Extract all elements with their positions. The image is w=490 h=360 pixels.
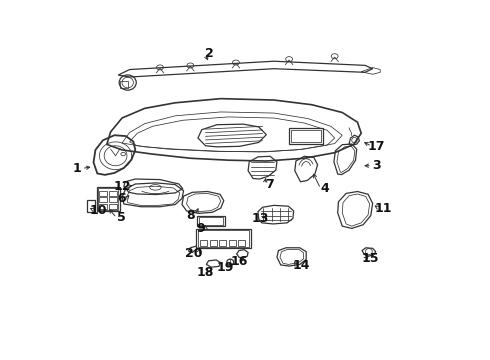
- Bar: [99, 191, 107, 195]
- Text: 10: 10: [90, 203, 107, 217]
- Bar: [109, 191, 117, 195]
- Text: 4: 4: [321, 182, 330, 195]
- Text: 12: 12: [114, 180, 131, 193]
- Text: 6: 6: [117, 193, 125, 206]
- Text: 9: 9: [196, 222, 205, 235]
- Text: 2: 2: [205, 47, 214, 60]
- Bar: [120, 81, 128, 87]
- Bar: [289, 128, 323, 144]
- Bar: [229, 240, 236, 246]
- Text: 14: 14: [293, 259, 310, 272]
- Bar: [98, 188, 118, 210]
- Text: 1: 1: [73, 162, 81, 175]
- Bar: [200, 240, 207, 246]
- Text: 7: 7: [265, 178, 274, 191]
- Bar: [196, 229, 251, 248]
- Text: 15: 15: [362, 252, 379, 265]
- Text: 17: 17: [368, 140, 385, 153]
- Bar: [99, 204, 107, 209]
- Bar: [210, 240, 217, 246]
- Text: 5: 5: [117, 211, 125, 224]
- Bar: [109, 204, 117, 209]
- Bar: [238, 240, 245, 246]
- Text: 19: 19: [217, 261, 234, 274]
- Text: 3: 3: [372, 159, 381, 172]
- Text: 16: 16: [230, 255, 247, 268]
- Text: 11: 11: [374, 202, 392, 215]
- Bar: [199, 217, 222, 225]
- Bar: [87, 200, 95, 212]
- Bar: [198, 230, 249, 247]
- Text: 18: 18: [197, 266, 214, 279]
- Bar: [291, 130, 321, 142]
- Text: 13: 13: [252, 212, 270, 225]
- Bar: [99, 197, 107, 202]
- Text: 20: 20: [185, 247, 202, 260]
- Bar: [197, 216, 224, 226]
- Bar: [97, 187, 120, 211]
- Bar: [219, 240, 226, 246]
- Text: 8: 8: [186, 208, 195, 221]
- Bar: [109, 197, 117, 202]
